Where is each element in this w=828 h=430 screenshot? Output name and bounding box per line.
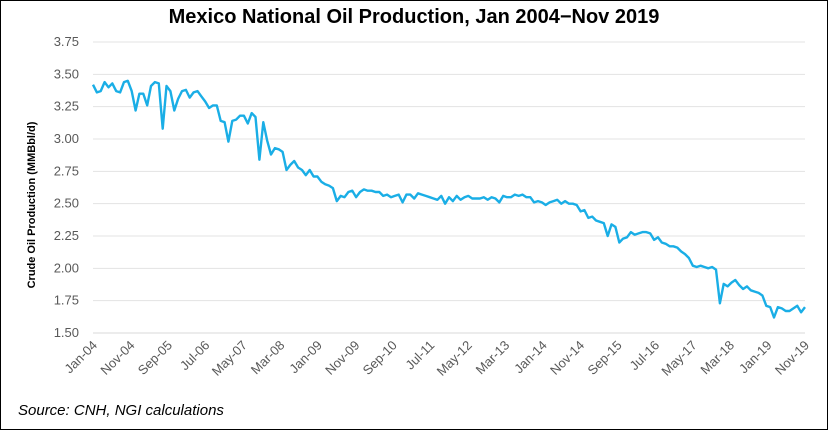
series-layer — [91, 79, 806, 319]
x-tick-label: Jul-16 — [627, 338, 663, 374]
y-axis-ticks: 1.50 1.75 2.00 2.25 2.50 2.75 3.00 3.25 3.50 3.75 — [54, 34, 79, 340]
grid-lines — [93, 41, 805, 302]
y-tick-label: 3.75 — [54, 34, 79, 49]
y-tick-label: 1.50 — [54, 325, 79, 340]
x-tick-label: Jan-14 — [511, 338, 550, 377]
y-axis-label: Crude Oil Production (MMBbl/d) — [26, 121, 38, 288]
source-note: Source: CNH, NGI calculations — [18, 402, 224, 419]
x-tick-label: Nov-04 — [97, 338, 137, 378]
x-tick-label: Mar-08 — [248, 338, 288, 378]
x-tick-label: May-07 — [209, 338, 250, 379]
y-tick-label: 2.50 — [54, 196, 79, 211]
y-tick-label: 2.75 — [54, 163, 79, 178]
x-tick-label: May-17 — [658, 338, 699, 379]
y-tick-label: 2.00 — [54, 260, 79, 275]
x-tick-label: Nov-09 — [322, 338, 362, 378]
y-tick-label: 3.50 — [54, 66, 79, 81]
x-tick-label: Mar-18 — [697, 338, 737, 378]
x-tick-label: Jan-19 — [736, 338, 775, 377]
x-tick-label: Sep-05 — [135, 338, 175, 378]
chart-title: Mexico National Oil Production, Jan 2004… — [168, 6, 660, 28]
production-series-line — [91, 79, 806, 319]
x-tick-label: Jan-04 — [61, 338, 100, 377]
x-tick-label: Nov-19 — [772, 338, 812, 378]
x-tick-label: Jul-11 — [402, 338, 437, 373]
x-tick-label: Nov-14 — [547, 338, 587, 378]
x-tick-label: Sep-10 — [360, 338, 400, 378]
x-tick-label: Jul-06 — [177, 338, 213, 374]
x-tick-label: May-12 — [434, 338, 475, 379]
y-tick-label: 1.75 — [54, 293, 79, 308]
y-tick-label: 2.25 — [54, 228, 79, 243]
y-tick-label: 3.00 — [54, 131, 79, 146]
x-tick-label: Mar-13 — [473, 338, 513, 378]
x-tick-label: Jan-09 — [286, 338, 325, 377]
x-tick-label: Sep-15 — [585, 338, 625, 378]
y-tick-label: 3.25 — [54, 99, 79, 114]
